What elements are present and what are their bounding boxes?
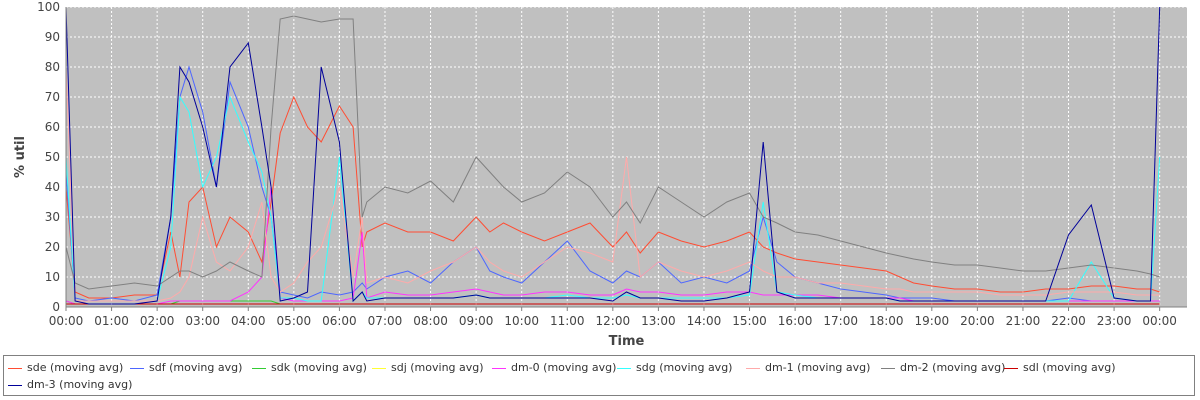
legend-swatch <box>372 368 386 369</box>
x-tick-label: 19:00 <box>915 314 950 328</box>
x-tick-label: 06:00 <box>322 314 357 328</box>
y-tick-label: 10 <box>45 270 60 284</box>
x-tick-label: 08:00 <box>413 314 448 328</box>
legend-label: dm-0 (moving avg) <box>511 361 617 374</box>
x-tick-label: 18:00 <box>869 314 904 328</box>
legend-swatch <box>8 385 22 386</box>
y-tick-label: 100 <box>37 0 60 14</box>
y-tick-label: 60 <box>45 120 60 134</box>
legend-label: sdk (moving avg) <box>271 361 367 374</box>
x-tick-label: 02:00 <box>140 314 175 328</box>
legend-label: dm-2 (moving avg) <box>900 361 1006 374</box>
x-tick-label: 23:00 <box>1097 314 1132 328</box>
y-tick-label: 20 <box>45 240 60 254</box>
axes: 0 10 20 30 40 50 60 70 80 90 100 00:00 01:00 02:00 03:… <box>37 0 1187 328</box>
legend-label: dm-1 (moving avg) <box>765 361 871 374</box>
legend-swatch <box>1004 368 1018 369</box>
series-line-dm-3 <box>65 6 1161 305</box>
y-tick-label: 90 <box>45 30 60 44</box>
line-chart: 0 10 20 30 40 50 60 70 80 90 100 00:00 01:00 02:00 03:… <box>13 0 1187 349</box>
x-tick-label: 00:00 <box>1142 314 1177 328</box>
series-line-dm-2 <box>65 15 1160 290</box>
x-tick-label: 03:00 <box>185 314 220 328</box>
series-layer <box>65 6 1161 305</box>
x-tick-label: 07:00 <box>368 314 403 328</box>
legend: sde (moving avg) sdf (moving avg) sdk (mov… <box>3 355 1195 396</box>
legend-swatch <box>8 368 22 369</box>
legend-label: dm-3 (moving avg) <box>27 378 133 391</box>
legend-swatch <box>492 368 506 369</box>
legend-swatch <box>252 368 266 369</box>
series-line-dm-1 <box>65 66 1160 302</box>
x-tick-label: 13:00 <box>641 314 676 328</box>
series-line-sde <box>65 95 1160 299</box>
legend-swatch <box>746 368 760 369</box>
x-tick-label: 20:00 <box>960 314 995 328</box>
y-tick-label: 30 <box>45 210 60 224</box>
y-tick-label: 50 <box>45 150 60 164</box>
x-tick-label: 04:00 <box>231 314 266 328</box>
x-tick-label: 16:00 <box>778 314 813 328</box>
x-tick-label: 14:00 <box>687 314 722 328</box>
x-tick-label: 09:00 <box>459 314 494 328</box>
x-tick-label: 10:00 <box>504 314 539 328</box>
x-tick-label: 17:00 <box>823 314 858 328</box>
y-tick-label: 70 <box>45 90 60 104</box>
legend-label: sdl (moving avg) <box>1023 361 1116 374</box>
grid-lines <box>65 6 1187 308</box>
legend-label: sde (moving avg) <box>27 361 124 374</box>
x-tick-label: 12:00 <box>596 314 631 328</box>
y-tick-label: 80 <box>45 60 60 74</box>
legend-swatch <box>130 368 144 369</box>
legend-label: sdj (moving avg) <box>391 361 484 374</box>
x-tick-label: 21:00 <box>1006 314 1041 328</box>
x-axis-label: Time <box>609 334 645 349</box>
legend-label: sdf (moving avg) <box>149 361 243 374</box>
legend-label: sdg (moving avg) <box>636 361 733 374</box>
x-tick-label: 15:00 <box>732 314 767 328</box>
legend-swatch <box>617 368 631 369</box>
y-axis-label: % util <box>13 136 28 178</box>
x-tick-label: 00:00 <box>49 314 84 328</box>
x-tick-label: 01:00 <box>94 314 129 328</box>
y-tick-label: 0 <box>52 300 60 314</box>
x-tick-label: 22:00 <box>1051 314 1086 328</box>
legend-swatch <box>881 368 895 369</box>
x-tick-label: 11:00 <box>550 314 585 328</box>
x-tick-label: 05:00 <box>277 314 312 328</box>
y-tick-label: 40 <box>45 180 60 194</box>
